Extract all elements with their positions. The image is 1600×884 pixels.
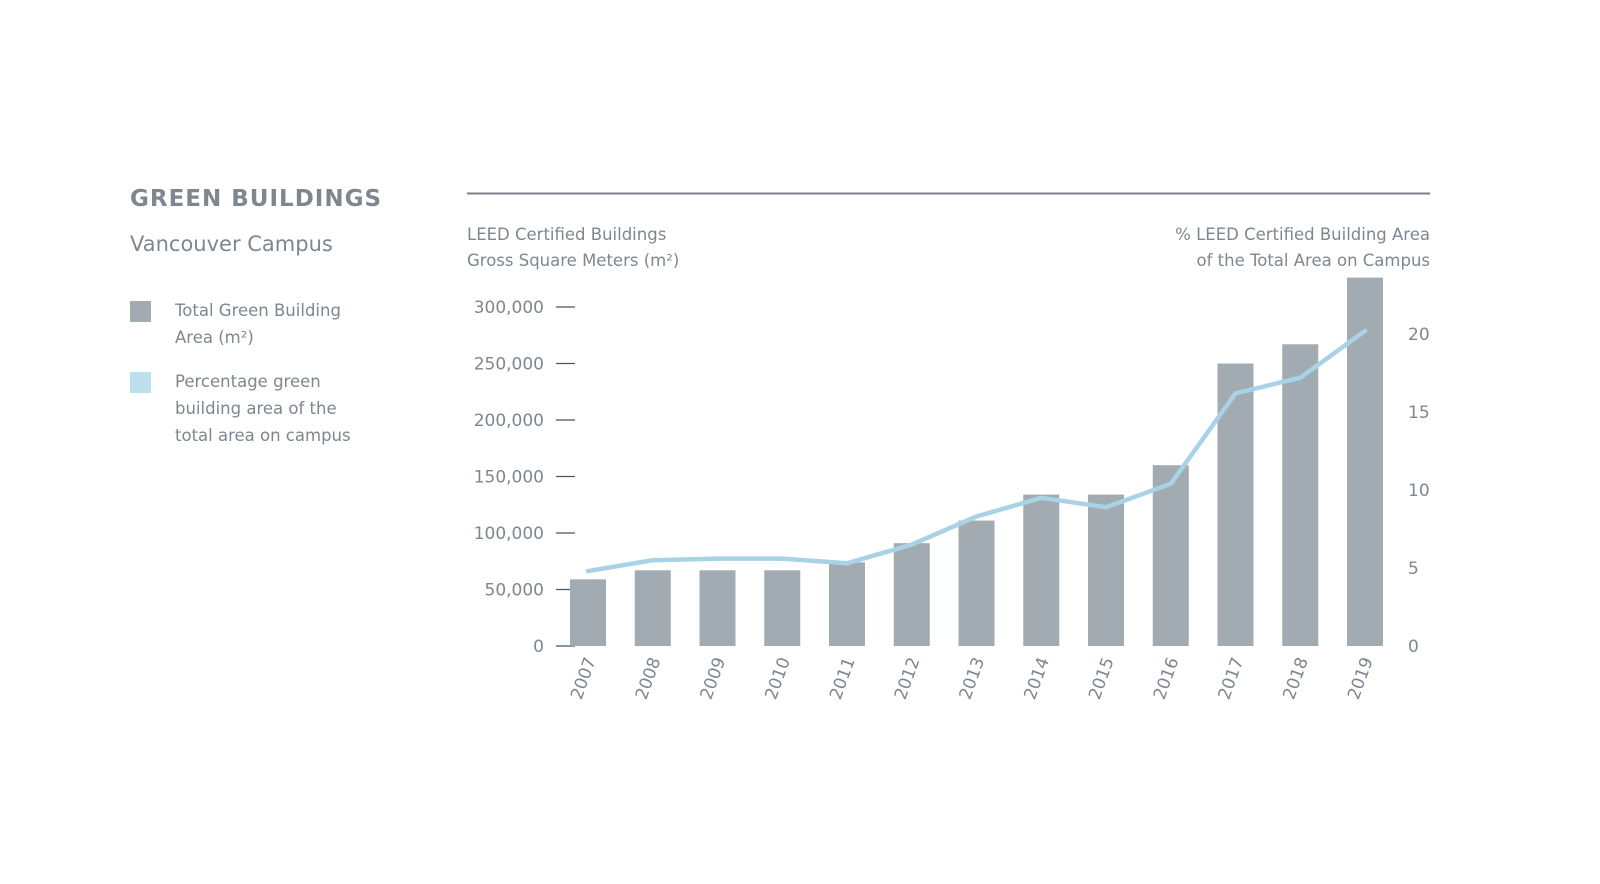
right-tick-label: 0 — [1408, 637, 1419, 657]
bar-2017 — [1217, 363, 1254, 646]
x-tick-label-2011: 2011 — [826, 655, 860, 702]
legend-label-area: Total Green Building Area (m²) — [175, 297, 341, 351]
bar-2016 — [1152, 465, 1189, 646]
left-tick-label: 300,000 — [474, 298, 544, 318]
bar-2007 — [570, 579, 606, 646]
left-tick-label: 200,000 — [474, 411, 544, 431]
right-tick-label: 5 — [1408, 559, 1419, 579]
x-tick-label-2010: 2010 — [761, 655, 795, 702]
chart-subtitle: Vancouver Campus — [130, 232, 333, 256]
bar-2013 — [958, 520, 995, 646]
legend-label-area-line-2: Area (m²) — [175, 328, 254, 347]
bar-2018 — [1282, 344, 1319, 646]
legend: Total Green Building Area (m²) Percentag… — [130, 300, 390, 469]
bar-2012 — [893, 543, 930, 646]
legend-label-percentage-line-1: Percentage green — [175, 372, 321, 391]
legend-item-percentage: Percentage green building area of the to… — [130, 371, 390, 449]
right-tick-label: 10 — [1408, 481, 1430, 501]
chart-title: GREEN BUILDINGS — [130, 186, 383, 212]
left-axis-title-line-2: Gross Square Meters (m²) — [467, 251, 679, 270]
right-axis-title-line-1: % LEED Certified Building Area — [1175, 225, 1430, 244]
x-tick-label-2018: 2018 — [1279, 655, 1313, 702]
left-axis-title-line-1: LEED Certified Buildings — [467, 225, 666, 244]
legend-swatch-area — [130, 301, 151, 322]
percentage-line — [585, 328, 1368, 574]
legend-label-percentage: Percentage green building area of the to… — [175, 368, 351, 449]
x-tick-label-2016: 2016 — [1150, 655, 1184, 702]
right-tick-label: 20 — [1408, 325, 1430, 345]
x-tick-label-2013: 2013 — [956, 655, 990, 702]
bar-2011 — [829, 562, 865, 646]
legend-label-percentage-line-2: building area of the — [175, 399, 337, 418]
x-tick-label-2017: 2017 — [1215, 655, 1249, 702]
bar-2015 — [1088, 494, 1124, 646]
left-tick-label: 0 — [533, 637, 544, 657]
legend-label-percentage-line-3: total area on campus — [175, 426, 351, 445]
left-tick-label: 100,000 — [474, 524, 544, 544]
bar-2009 — [699, 570, 736, 646]
legend-item-area: Total Green Building Area (m²) — [130, 300, 390, 351]
x-tick-label-2007: 2007 — [567, 655, 601, 702]
bar-2014 — [1023, 494, 1060, 646]
left-tick-label: 250,000 — [474, 355, 544, 375]
x-tick-label-2019: 2019 — [1344, 655, 1378, 702]
x-tick-label-2012: 2012 — [891, 655, 925, 702]
bar-2008 — [634, 570, 671, 646]
x-tick-label-2008: 2008 — [632, 655, 666, 702]
x-tick-label-2015: 2015 — [1085, 655, 1119, 702]
right-axis-title-line-2: of the Total Area on Campus — [1197, 251, 1431, 270]
legend-swatch-percentage — [130, 372, 151, 393]
legend-label-area-line-1: Total Green Building — [175, 301, 341, 320]
left-tick-label: 150,000 — [474, 468, 544, 488]
x-tick-label-2014: 2014 — [1020, 655, 1054, 702]
right-tick-label: 15 — [1408, 403, 1430, 423]
bar-2010 — [764, 570, 801, 646]
x-tick-label-2009: 2009 — [697, 655, 731, 702]
left-tick-label: 50,000 — [485, 581, 544, 601]
